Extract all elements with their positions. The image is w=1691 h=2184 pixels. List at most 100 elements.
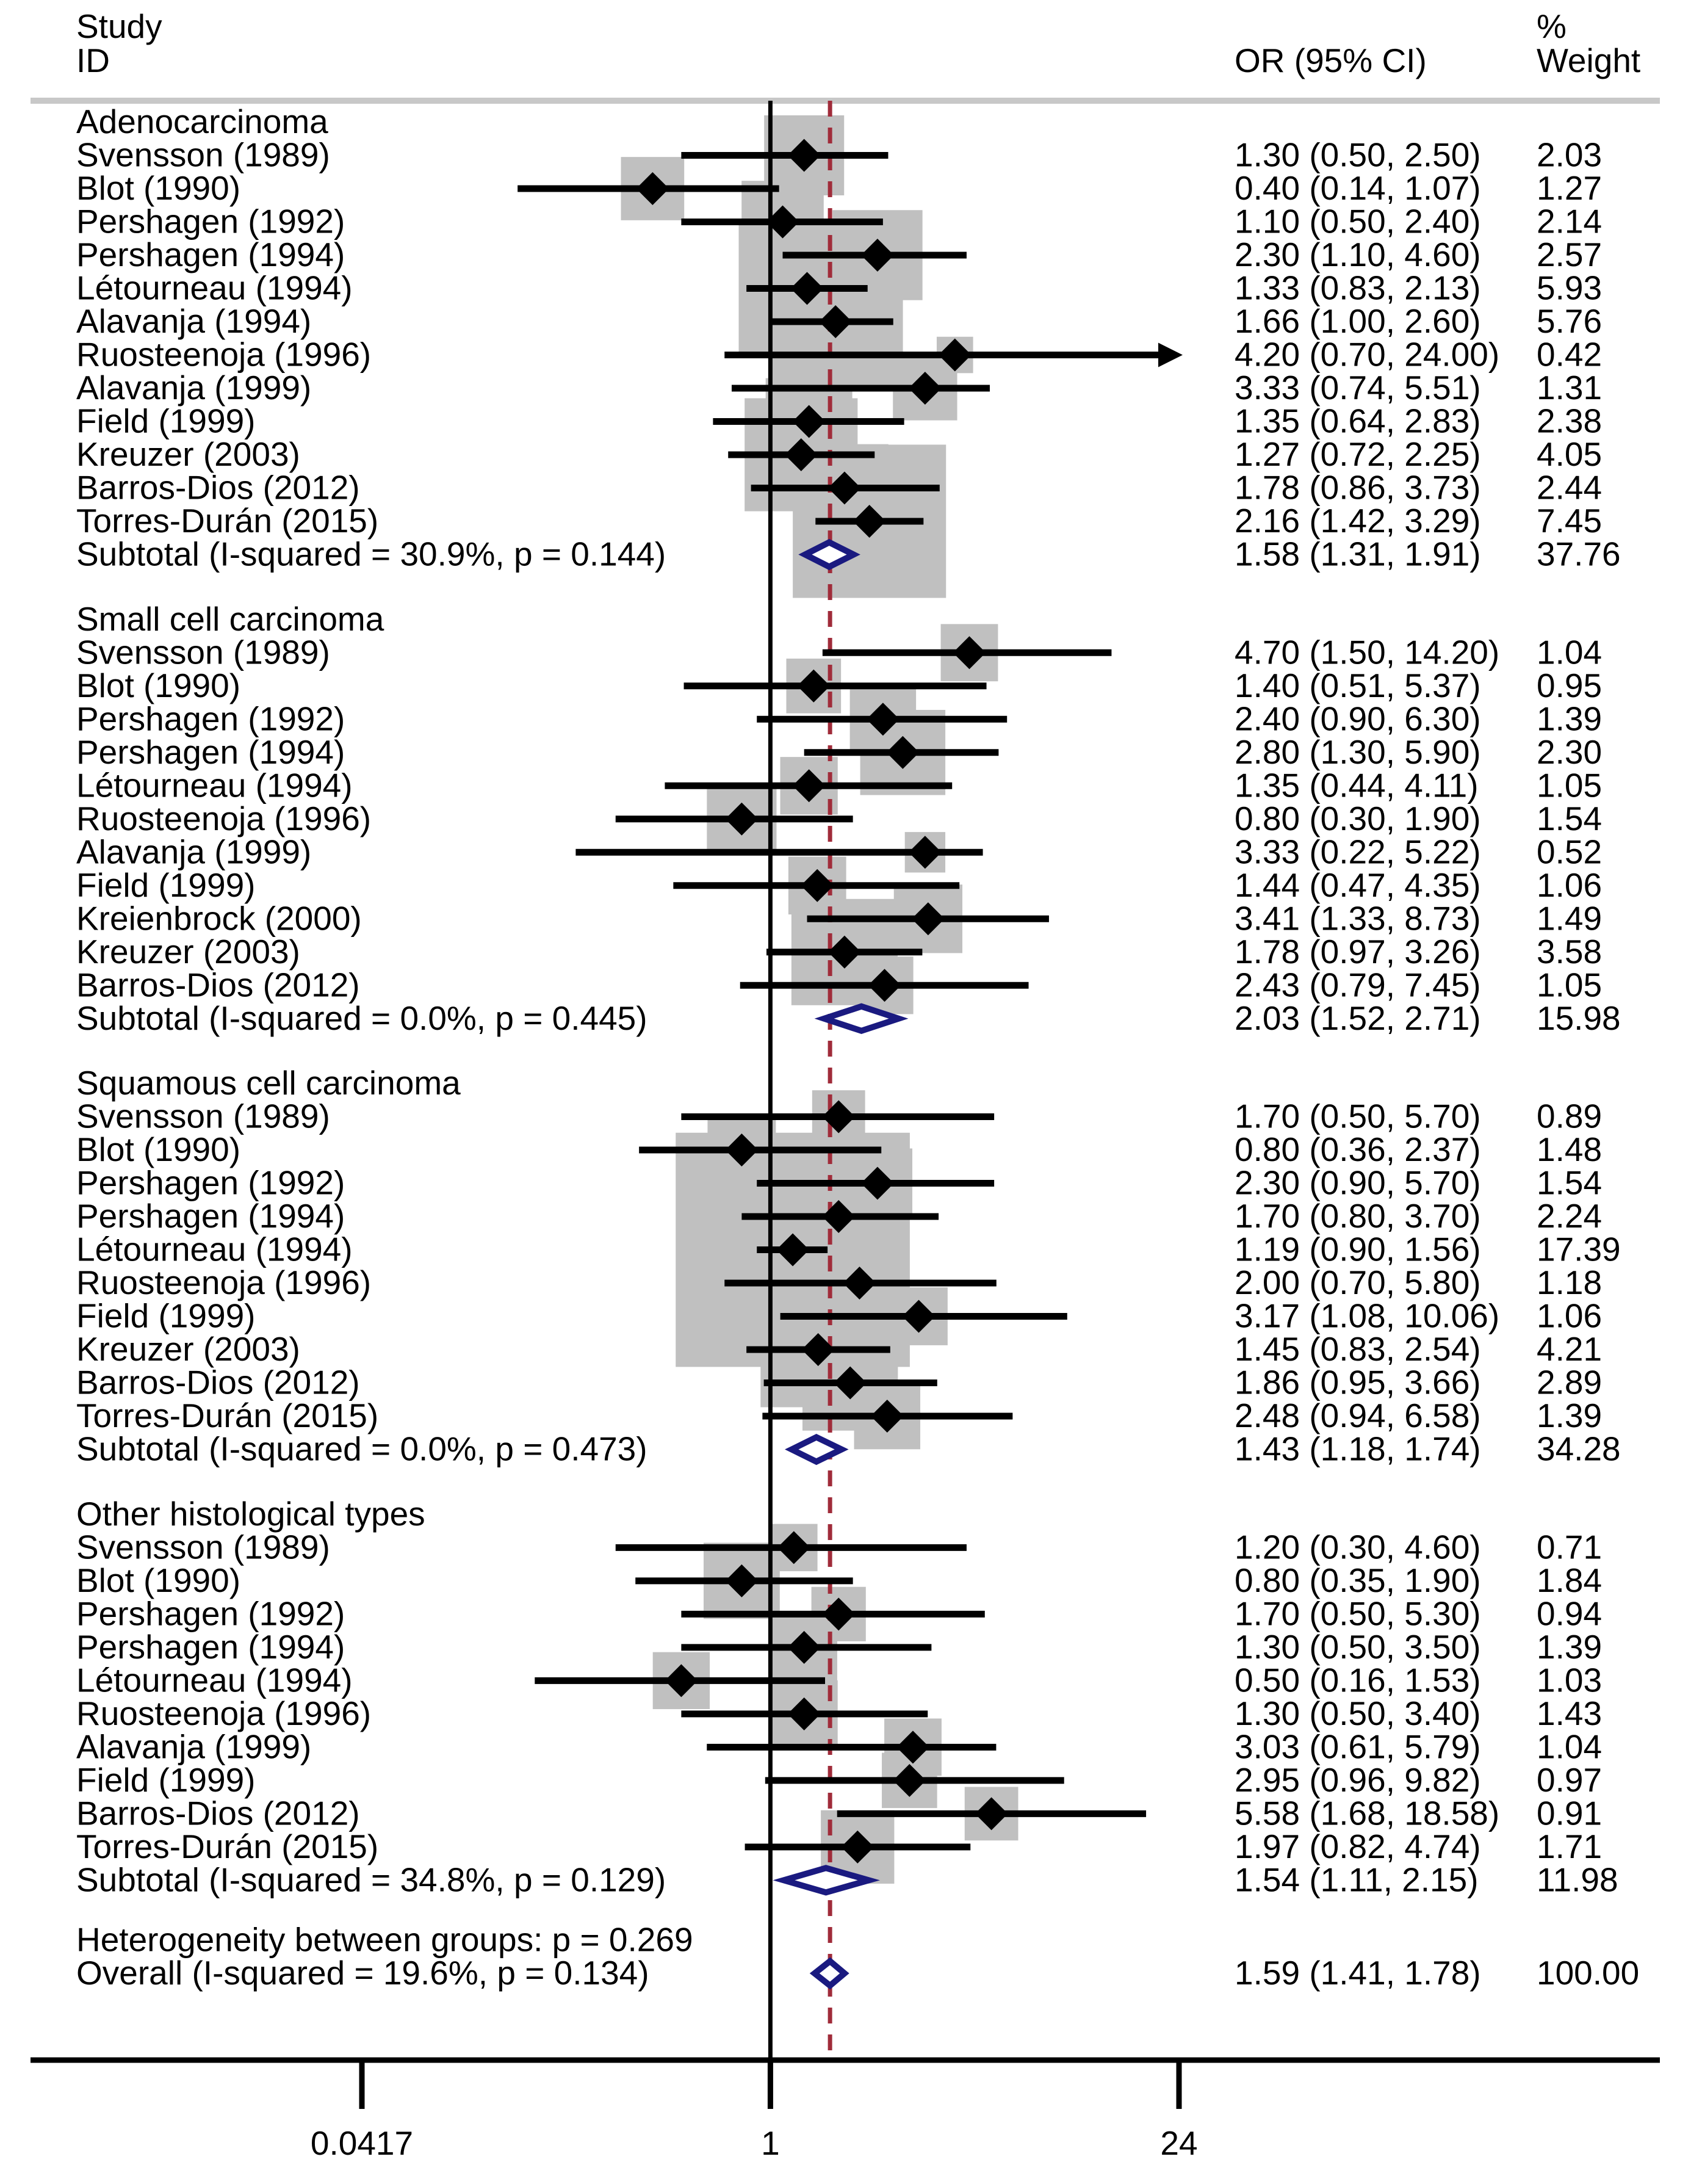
study-weight: 1.54 (1537, 800, 1602, 837)
study-weight: 1.43 (1537, 1694, 1602, 1732)
study-ci-text: 1.78 (0.97, 3.26) (1235, 933, 1481, 971)
study-weight: 1.18 (1537, 1264, 1602, 1301)
study-label: Barros-Dios (2012) (76, 966, 360, 1003)
study-ci-text: 1.44 (0.47, 4.35) (1235, 866, 1481, 904)
point-estimate (902, 1300, 936, 1333)
study-weight: 2.30 (1537, 733, 1602, 771)
point-estimate (636, 172, 669, 205)
study-label: Blot (1990) (76, 1130, 240, 1168)
study-label: Barros-Dios (2012) (76, 1364, 360, 1401)
study-weight: 1.31 (1537, 369, 1602, 407)
study-label: Pershagen (1994) (76, 236, 345, 273)
point-estimate (860, 239, 894, 272)
point-estimate (866, 703, 900, 736)
study-label: Kreuzer (2003) (76, 1330, 300, 1368)
study-ci-text: 1.27 (0.72, 2.25) (1235, 435, 1481, 473)
point-estimate (776, 1233, 810, 1267)
study-weight: 1.06 (1537, 1297, 1602, 1335)
study-label: Alavanja (1999) (76, 369, 311, 407)
study-weight: 2.38 (1537, 402, 1602, 440)
study-label: Field (1999) (76, 1761, 255, 1799)
study-label: Alavanja (1999) (76, 1727, 311, 1765)
point-estimate (766, 205, 799, 239)
study-weight: 2.89 (1537, 1364, 1602, 1401)
study-label: Blot (1990) (76, 667, 240, 704)
study-ci-text: 1.35 (0.44, 4.11) (1235, 766, 1479, 804)
study-ci-text: 1.70 (0.50, 5.30) (1235, 1594, 1481, 1632)
study-weight: 17.39 (1537, 1231, 1621, 1268)
subtotal-diamond (784, 1433, 849, 1466)
overall-weight: 100.00 (1537, 1954, 1639, 1992)
group-heading: Other histological types (76, 1495, 425, 1533)
study-weight: 1.39 (1537, 1397, 1602, 1434)
study-label: Létourneau (1994) (76, 1661, 353, 1699)
study-label: Blot (1990) (76, 169, 240, 207)
study-ci-text: 2.95 (0.96, 9.82) (1235, 1761, 1481, 1799)
study-ci-text: 0.80 (0.30, 1.90) (1235, 800, 1481, 837)
subtotal-ci-text: 1.43 (1.18, 1.74) (1235, 1430, 1481, 1468)
study-weight: 0.89 (1537, 1097, 1602, 1135)
point-estimate (777, 1531, 810, 1564)
point-estimate (801, 1333, 835, 1367)
study-label: Pershagen (1994) (76, 733, 345, 771)
point-estimate (822, 1200, 856, 1234)
study-ci-text: 2.43 (0.79, 7.45) (1235, 966, 1481, 1003)
subtotal-label: Subtotal (I-squared = 0.0%, p = 0.445) (76, 999, 647, 1037)
study-weight: 0.91 (1537, 1794, 1602, 1832)
axis-lines (31, 98, 1660, 2109)
study-ci-text: 1.70 (0.50, 5.70) (1235, 1097, 1481, 1135)
overall-diamond (809, 1957, 849, 1990)
point-estimate (787, 1630, 821, 1664)
header-weight: Weight (1537, 42, 1640, 79)
study-ci-text: 1.30 (0.50, 3.50) (1235, 1628, 1481, 1666)
study-ci-text: 2.48 (0.94, 6.58) (1235, 1397, 1481, 1434)
study-weight: 2.14 (1537, 203, 1602, 240)
study-label: Pershagen (1994) (76, 1628, 345, 1666)
study-ci-text: 1.10 (0.50, 2.40) (1235, 203, 1481, 240)
study-ci-text: 2.40 (0.90, 6.30) (1235, 700, 1481, 737)
study-weight: 0.52 (1537, 833, 1602, 870)
x-tick-label: 0.0417 (311, 2124, 413, 2162)
point-estimate (725, 1134, 759, 1167)
point-estimate (787, 139, 821, 172)
study-label: Svensson (1989) (76, 1528, 330, 1566)
study-label: Létourneau (1994) (76, 269, 353, 307)
study-ci-text: 3.03 (0.61, 5.79) (1235, 1727, 1481, 1765)
study-ci-text: 1.33 (0.83, 2.13) (1235, 269, 1481, 307)
point-estimate (792, 769, 826, 803)
x-tick-label: 1 (761, 2124, 780, 2162)
subtotal-label: Subtotal (I-squared = 34.8%, p = 0.129) (76, 1860, 666, 1898)
point-estimate (893, 1763, 926, 1797)
subtotal-diamond (814, 1003, 909, 1035)
study-label: Pershagen (1992) (76, 203, 345, 240)
subtotal-label: Subtotal (I-squared = 0.0%, p = 0.473) (76, 1430, 647, 1468)
study-ci-text: 5.58 (1.68, 18.58) (1235, 1794, 1499, 1832)
study-weight: 1.04 (1537, 633, 1602, 671)
ci-arrow (1158, 342, 1183, 367)
study-ci-text: 1.66 (1.00, 2.60) (1235, 302, 1481, 340)
study-weight: 1.04 (1537, 1727, 1602, 1765)
study-weight: 1.84 (1537, 1561, 1602, 1599)
study-weight: 1.39 (1537, 700, 1602, 737)
subtotal-weight: 11.98 (1537, 1860, 1618, 1898)
study-ci-text: 1.86 (0.95, 3.66) (1235, 1364, 1481, 1401)
point-estimate (787, 1697, 821, 1730)
point-estimate (908, 836, 942, 869)
study-weight: 1.05 (1537, 766, 1602, 804)
subtotal-weight: 34.28 (1537, 1430, 1621, 1468)
study-label: Létourneau (1994) (76, 766, 353, 804)
study-weight: 5.76 (1537, 302, 1602, 340)
point-estimate (841, 1830, 874, 1864)
x-tick-label: 24 (1160, 2124, 1197, 2162)
study-label: Alavanja (1994) (76, 302, 311, 340)
study-ci-text: 4.20 (0.70, 24.00) (1235, 336, 1499, 374)
study-weight: 7.45 (1537, 502, 1602, 540)
header-or: OR (95% CI) (1235, 42, 1427, 79)
study-label: Torres-Durán (2015) (76, 1397, 378, 1434)
point-estimate (784, 438, 818, 471)
weight-boxes (621, 115, 1019, 1884)
study-weight: 2.57 (1537, 236, 1602, 273)
study-ci-text: 3.33 (0.22, 5.22) (1235, 833, 1481, 870)
